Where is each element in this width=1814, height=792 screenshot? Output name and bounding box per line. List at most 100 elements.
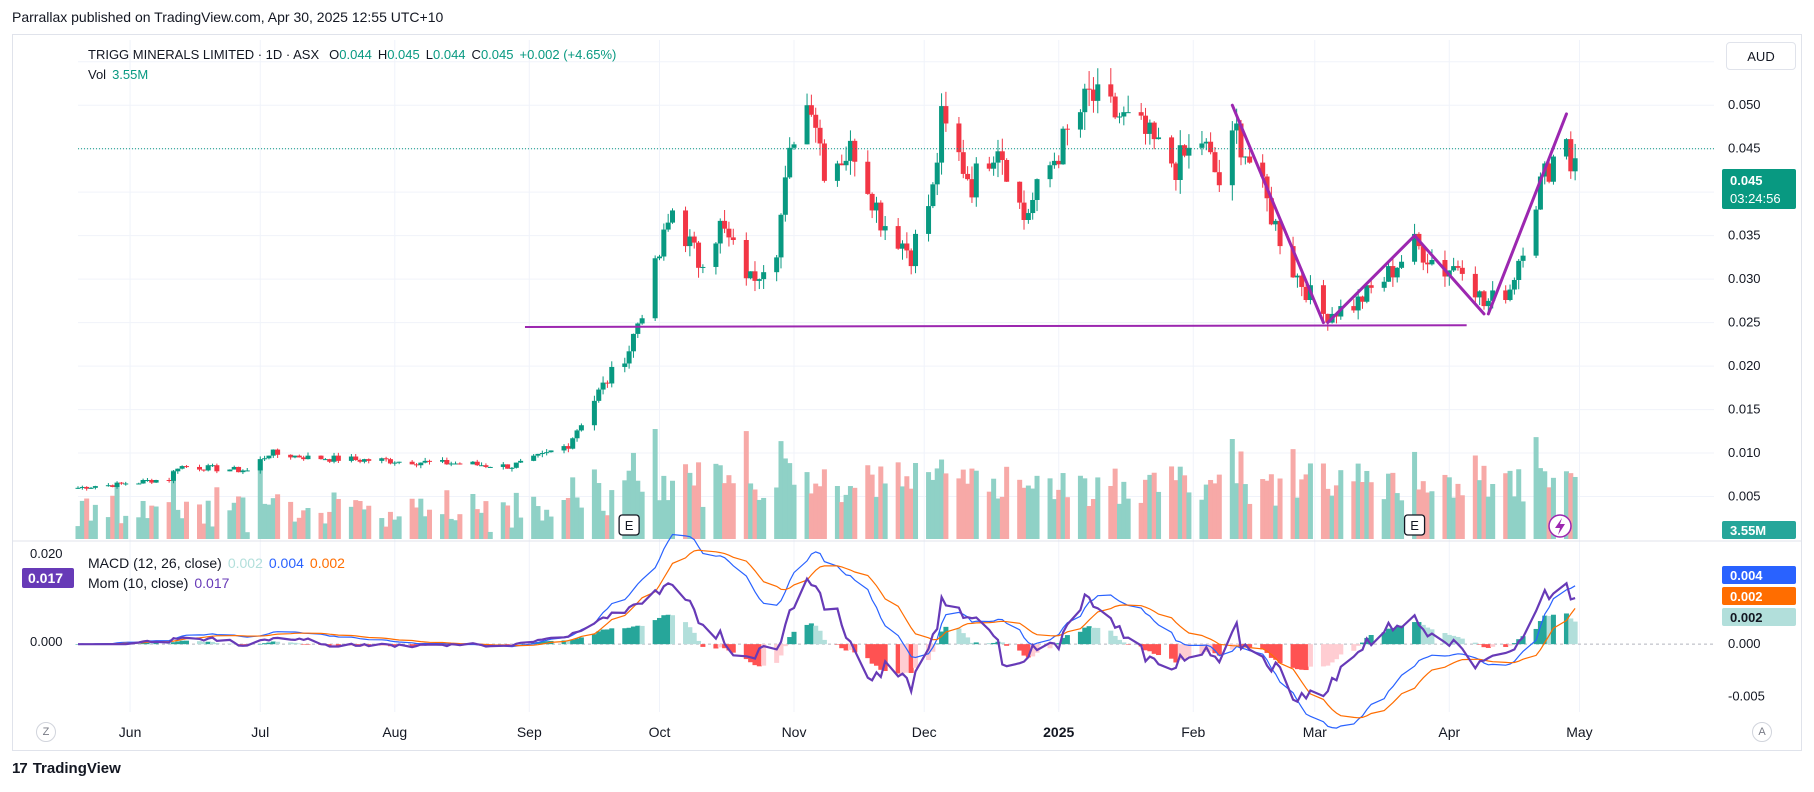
- macd-histogram-bar: [1268, 644, 1274, 658]
- macd-histogram-bar: [1351, 644, 1357, 651]
- candle-body: [1182, 145, 1188, 156]
- candle-body: [348, 456, 354, 461]
- volume-bar: [748, 483, 754, 539]
- volume-bar: [1203, 484, 1209, 539]
- volume-bar: [808, 493, 814, 539]
- volume-bar: [1351, 481, 1357, 539]
- macd-histogram-bar: [1273, 644, 1279, 660]
- volume-bar: [170, 470, 176, 539]
- candle-body: [578, 425, 584, 431]
- volume-bar: [84, 498, 90, 539]
- candle-body: [1320, 285, 1326, 314]
- volume-bar: [1368, 482, 1374, 539]
- candle-body: [939, 106, 945, 163]
- candle-body: [513, 462, 519, 468]
- volume-bar: [500, 502, 506, 539]
- earnings-marker-box: [1403, 514, 1426, 536]
- volume-bar: [1303, 474, 1309, 539]
- macd-histogram-bar: [292, 642, 298, 645]
- macd-histogram-bar: [630, 626, 636, 645]
- macd-histogram-bar: [1125, 644, 1131, 645]
- macd-histogram-bar: [696, 640, 702, 645]
- macd-histogram-bar: [179, 640, 185, 645]
- candle-body: [275, 449, 281, 455]
- candle-body: [1242, 156, 1248, 158]
- macd-histogram-bar: [1416, 622, 1422, 645]
- macd-histogram-bar: [661, 615, 667, 645]
- macd-histogram-bar: [1542, 615, 1548, 645]
- candle-body: [1550, 156, 1556, 182]
- auto-scale-button[interactable]: A: [1752, 722, 1772, 742]
- time-tick-label: Feb: [1181, 724, 1205, 740]
- macd-histogram-bar: [1420, 624, 1426, 645]
- candle-body: [183, 466, 189, 468]
- macd-histogram-bar: [1021, 644, 1027, 656]
- macd-histogram-bar: [965, 637, 971, 645]
- candle-body: [457, 463, 463, 465]
- macd-histogram-bar: [969, 642, 975, 645]
- volume-bar: [201, 523, 207, 539]
- candle-body: [1451, 266, 1457, 271]
- candle-body: [774, 257, 780, 273]
- candle-body: [509, 467, 515, 469]
- candle-body: [1516, 260, 1522, 280]
- candle-body: [301, 457, 307, 460]
- candle-body: [1056, 160, 1062, 165]
- candle-body: [1169, 137, 1175, 164]
- candle-body: [1199, 143, 1205, 148]
- volume-bar: [934, 468, 940, 539]
- volume-bar: [240, 497, 246, 539]
- last-price-badge: 0.045 03:24:56: [1722, 169, 1796, 209]
- candle-body: [392, 462, 398, 464]
- grid: [12, 40, 1802, 712]
- macd-histogram-bar: [1294, 644, 1300, 670]
- volume-bar: [895, 462, 901, 539]
- macd-histogram-bar: [240, 644, 246, 645]
- volume-bar: [639, 491, 645, 539]
- macd-histogram-bar: [791, 631, 797, 645]
- volume-bar: [1299, 479, 1305, 539]
- macd-histogram-bar: [144, 642, 150, 645]
- pattern-line: [1486, 112, 1568, 316]
- candle-body: [665, 222, 671, 230]
- volume-bar: [656, 500, 662, 539]
- candle-body: [895, 226, 901, 249]
- volume-bar: [1138, 502, 1144, 539]
- macd-histogram-bar: [687, 627, 693, 645]
- volume-bar: [531, 496, 537, 539]
- candle-body: [544, 452, 550, 454]
- macd-left-zero-label: 0.000: [30, 634, 63, 649]
- candle-body: [596, 389, 602, 401]
- candle-body: [852, 140, 858, 162]
- macd-histogram-bar: [1446, 634, 1452, 645]
- countdown-text: 03:24:56: [1730, 191, 1781, 206]
- volume-bar: [413, 507, 419, 539]
- macd-histogram-bar: [1546, 616, 1552, 645]
- macd-badge: 0.004: [1722, 566, 1796, 584]
- volume-bar: [548, 516, 554, 539]
- candle-body: [1060, 128, 1066, 165]
- volume-bar: [1173, 480, 1179, 539]
- volume-bar: [210, 526, 216, 539]
- candle-body: [1051, 160, 1057, 166]
- volume-bar: [1507, 470, 1513, 539]
- macd-histogram-bar: [210, 641, 216, 645]
- volume-bar: [1563, 471, 1569, 539]
- volume-bar: [1533, 437, 1539, 539]
- log-scale-button[interactable]: Z: [36, 722, 56, 742]
- volume-bar: [227, 510, 233, 539]
- macd-histogram-bar: [331, 644, 337, 646]
- macd-histogram-bar: [305, 644, 311, 645]
- time-tick-label: Jul: [251, 724, 269, 740]
- candle-body: [548, 450, 554, 453]
- candle-body: [808, 105, 814, 115]
- change-value: +0.002 (+4.65%): [519, 46, 617, 62]
- candle-body: [700, 266, 706, 268]
- volume-bar: [353, 500, 359, 539]
- candle-body: [1303, 286, 1309, 300]
- currency-button[interactable]: AUD: [1726, 42, 1796, 70]
- volume-bar: [574, 497, 580, 539]
- candle-body: [470, 461, 476, 465]
- macd-histogram-bar: [1156, 644, 1162, 656]
